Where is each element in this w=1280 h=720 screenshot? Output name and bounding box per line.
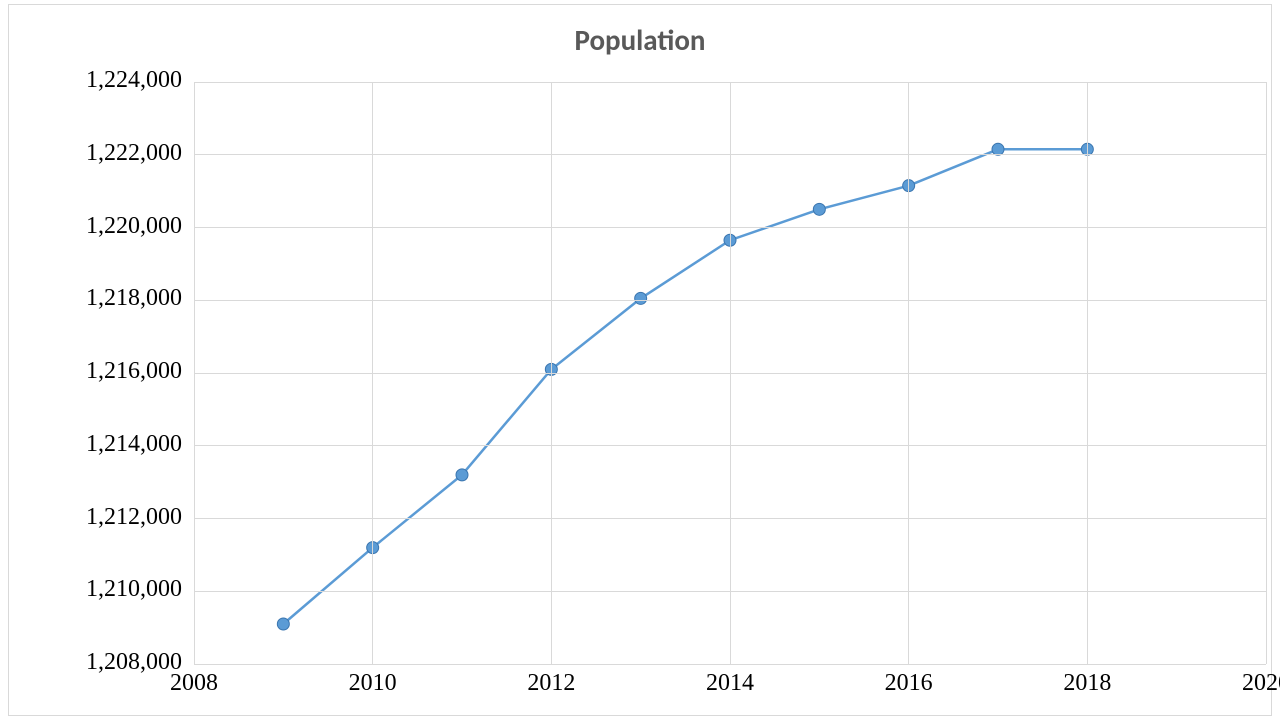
x-tick-label: 2020 bbox=[1206, 670, 1280, 697]
x-tick-label: 2018 bbox=[1027, 670, 1147, 697]
series-line bbox=[283, 149, 1087, 624]
x-tick-label: 2016 bbox=[849, 670, 969, 697]
plot-area: 1,208,0001,210,0001,212,0001,214,0001,21… bbox=[194, 82, 1266, 664]
series-marker bbox=[813, 203, 825, 215]
gridline-v bbox=[1087, 82, 1088, 664]
population-chart: Population 1,208,0001,210,0001,212,0001,… bbox=[8, 4, 1272, 716]
gridline-v bbox=[908, 82, 909, 664]
series-marker bbox=[277, 618, 289, 630]
gridline-v bbox=[372, 82, 373, 664]
series-marker bbox=[456, 469, 468, 481]
gridline-v bbox=[551, 82, 552, 664]
gridline-v bbox=[730, 82, 731, 664]
gridline-v bbox=[1266, 82, 1267, 664]
x-tick-label: 2012 bbox=[491, 670, 611, 697]
x-tick-label: 2014 bbox=[670, 670, 790, 697]
chart-title: Population bbox=[8, 22, 1272, 58]
y-tick-label: 1,214,000 bbox=[16, 431, 182, 458]
y-tick-label: 1,222,000 bbox=[16, 140, 182, 167]
x-tick-label: 2008 bbox=[134, 670, 254, 697]
y-tick-label: 1,212,000 bbox=[16, 504, 182, 531]
y-tick-label: 1,216,000 bbox=[16, 358, 182, 385]
series-marker bbox=[635, 292, 647, 304]
y-tick-label: 1,220,000 bbox=[16, 213, 182, 240]
gridline-v bbox=[194, 82, 195, 664]
x-tick-label: 2010 bbox=[313, 670, 433, 697]
y-tick-label: 1,218,000 bbox=[16, 285, 182, 312]
y-tick-label: 1,210,000 bbox=[16, 576, 182, 603]
y-tick-label: 1,224,000 bbox=[16, 67, 182, 94]
